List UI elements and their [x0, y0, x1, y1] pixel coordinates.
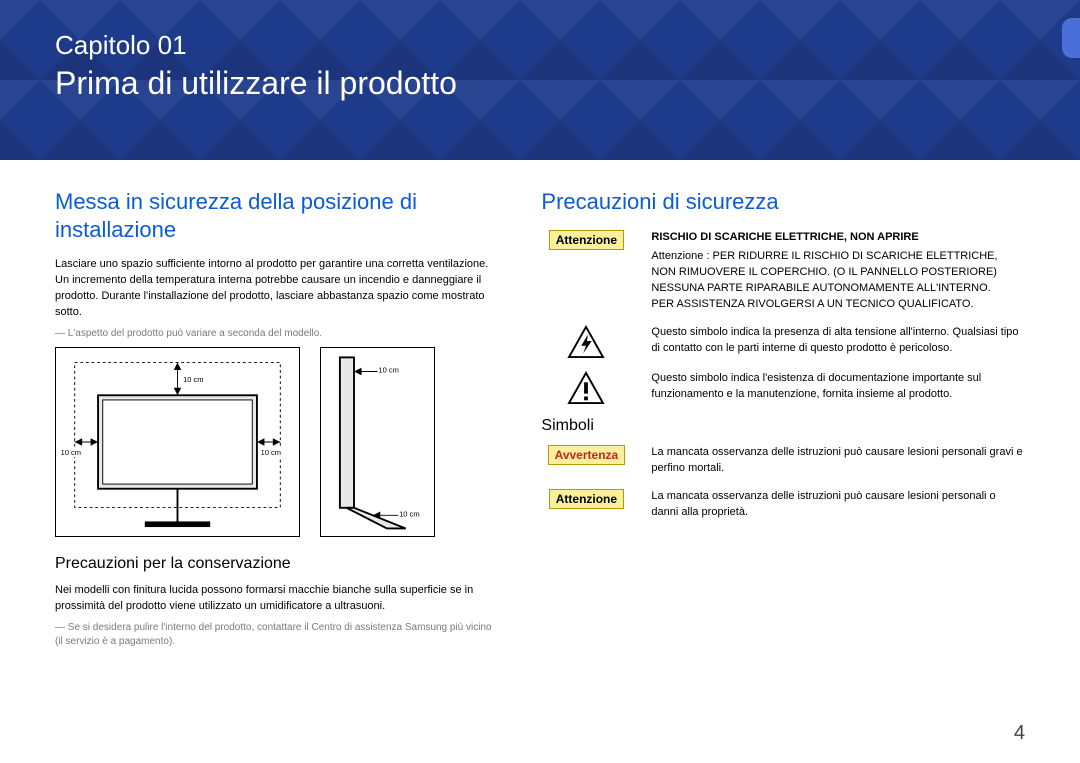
diagram-label-side-top: 10 cm — [378, 365, 398, 374]
diagram-label-left: 10 cm — [61, 448, 81, 457]
storage-precaution-title: Precauzioni per la conservazione — [55, 555, 501, 573]
label-attenzione-2: Attenzione — [549, 489, 624, 509]
high-voltage-text: Questo simbolo indica la presenza di alt… — [651, 325, 1025, 357]
corner-tab — [1062, 18, 1080, 58]
important-doc-icon — [567, 371, 605, 405]
risk-shock-text: Attenzione : PER RIDURRE IL RISCHIO DI S… — [651, 249, 1025, 313]
chapter-number: Capitolo 01 — [55, 30, 1025, 61]
caution-text: La mancata osservanza delle istruzioni p… — [651, 489, 1025, 521]
precaution-row-caution: Attenzione RISCHIO DI SCARICHE ELETTRICH… — [541, 230, 1025, 314]
symbol-row-warning: Avvertenza La mancata osservanza delle i… — [541, 445, 1025, 477]
high-voltage-icon — [567, 325, 605, 359]
chapter-header: Capitolo 01 Prima di utilizzare il prodo… — [0, 0, 1080, 160]
symbols-title: Simboli — [541, 417, 1025, 435]
diagram-label-side-bottom: 10 cm — [399, 509, 419, 518]
warning-text: La mancata osservanza delle istruzioni p… — [651, 445, 1025, 477]
label-avvertenza: Avvertenza — [548, 445, 626, 465]
label-attenzione: Attenzione — [549, 230, 624, 250]
installation-footnote: L'aspetto del prodotto può variare a sec… — [55, 327, 501, 341]
clearance-front-diagram: 10 cm 10 cm 10 cm — [55, 347, 300, 537]
clearance-side-diagram: 10 cm 10 cm — [320, 347, 435, 537]
diagram-label-top: 10 cm — [183, 375, 203, 384]
important-doc-text: Questo simbolo indica l'esistenza di doc… — [651, 371, 1025, 403]
diagram-label-right: 10 cm — [261, 448, 281, 457]
storage-precaution-para: Nei modelli con finitura lucida possono … — [55, 583, 501, 615]
storage-precaution-footnote: Se si desidera pulire l'interno del prod… — [55, 621, 501, 649]
safety-precautions-title: Precauzioni di sicurezza — [541, 188, 1025, 216]
clearance-diagram-row: 10 cm 10 cm 10 cm 10 cm — [55, 347, 501, 537]
right-column: Precauzioni di sicurezza Attenzione RISC… — [541, 188, 1025, 655]
left-column: Messa in sicurezza della posizione di in… — [55, 188, 501, 655]
precaution-row-bolt: Questo simbolo indica la presenza di alt… — [541, 325, 1025, 359]
content-area: Messa in sicurezza della posizione di in… — [0, 160, 1080, 655]
section-installation-title: Messa in sicurezza della posizione di in… — [55, 188, 501, 243]
chapter-title: Prima di utilizzare il prodotto — [55, 65, 1025, 102]
precaution-row-exclaim: Questo simbolo indica l'esistenza di doc… — [541, 371, 1025, 405]
risk-shock-heading: RISCHIO DI SCARICHE ELETTRICHE, NON APRI… — [651, 230, 1025, 246]
symbol-row-caution: Attenzione La mancata osservanza delle i… — [541, 489, 1025, 521]
page-number: 4 — [1014, 722, 1025, 745]
installation-para: Lasciare uno spazio sufficiente intorno … — [55, 257, 501, 321]
